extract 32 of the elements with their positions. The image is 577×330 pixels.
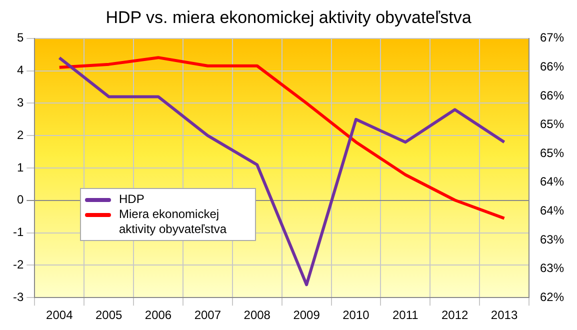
- y-tick-label: 2: [16, 128, 24, 142]
- x-tick-label: 2004: [46, 308, 74, 322]
- x-tick-label: 2011: [392, 308, 419, 322]
- y2-tick-label: 62%: [540, 290, 564, 304]
- y2-tick-label: 65%: [540, 146, 564, 160]
- y2-tick-label: 65%: [540, 117, 564, 132]
- y-tick-label: 3: [16, 96, 24, 110]
- y-tick-label: -2: [13, 258, 24, 272]
- y-tick-label: 1: [16, 160, 24, 174]
- y2-tick-label: 67%: [540, 30, 564, 45]
- y2-tick-label: 64%: [540, 203, 564, 218]
- legend-label: HDP: [119, 192, 144, 207]
- x-tick-label: 2005: [95, 308, 122, 322]
- y2-tick-label: 63%: [540, 232, 564, 246]
- x-tick-label: 2008: [244, 308, 271, 322]
- y2-tick-label: 66%: [540, 60, 564, 74]
- y2-tick-label: 63%: [540, 261, 564, 276]
- y-tick-label: 0: [16, 192, 24, 207]
- y2-tick-label: 64%: [540, 174, 564, 189]
- x-tick-label: 2009: [293, 308, 320, 322]
- x-tick-label: 2006: [144, 308, 172, 322]
- y-tick-label: 4: [16, 63, 24, 78]
- y2-tick-label: 66%: [540, 88, 564, 102]
- chart-title: HDP vs. miera ekonomickej aktivity obyvateľstva: [106, 8, 472, 27]
- x-tick-label: 2012: [441, 308, 469, 322]
- x-tick-label: 2010: [342, 308, 370, 322]
- x-tick-label: 2007: [194, 308, 222, 322]
- y-tick-label: 5: [16, 30, 24, 45]
- y-tick-label: -3: [13, 290, 24, 304]
- y-tick-label: -1: [13, 225, 24, 240]
- legend-label: Miera ekonomickej aktivity obyvateľstva: [119, 207, 228, 237]
- x-tick-label: 2013: [490, 308, 518, 322]
